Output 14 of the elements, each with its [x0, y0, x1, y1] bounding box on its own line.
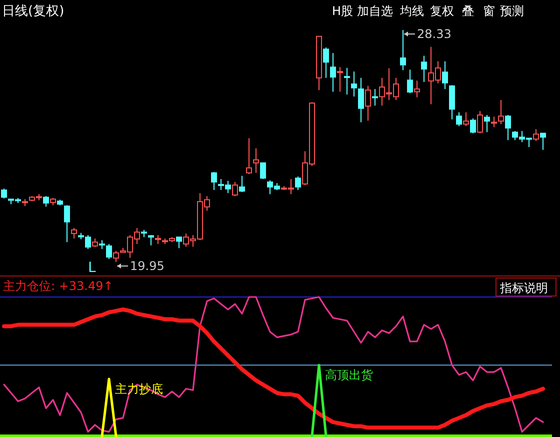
- chart-title: 日线(复权): [2, 4, 64, 19]
- annotation: 19.95: [130, 259, 164, 273]
- annotation: L: [88, 260, 96, 276]
- text: H股: [332, 4, 354, 18]
- annotation: 高顶出货: [325, 368, 373, 382]
- text: 加自选: [357, 4, 393, 18]
- text: 复权: [430, 4, 454, 18]
- text: 均线: [399, 4, 424, 18]
- text: 叠: [462, 4, 474, 18]
- text: 预测: [500, 4, 524, 18]
- annotation: 28.33: [417, 27, 452, 41]
- chart-title: 主力仓位: +33.49↑: [3, 279, 114, 293]
- text: 指标说明: [499, 281, 548, 295]
- text: 窗: [483, 4, 495, 18]
